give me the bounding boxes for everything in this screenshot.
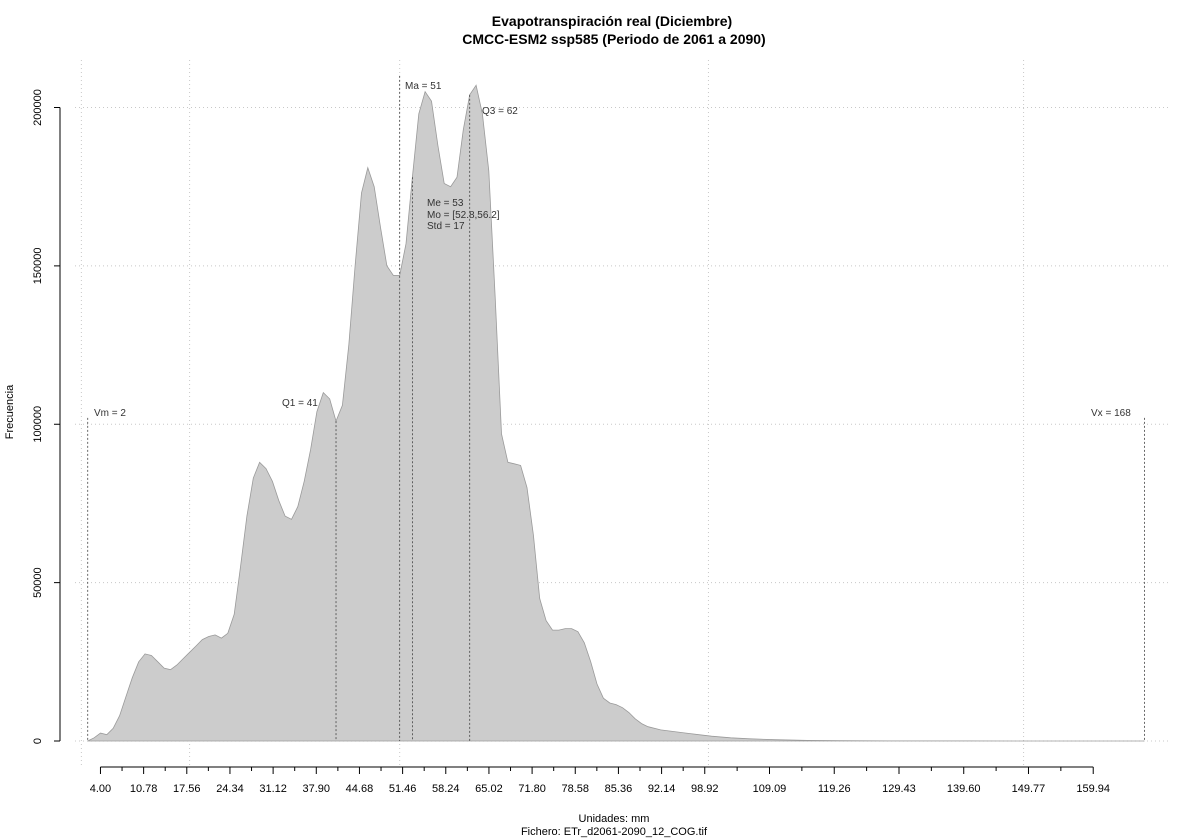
y-tick-label: 50000 — [32, 567, 44, 598]
annotation-vm: Vm = 2 — [94, 408, 126, 419]
x-tick-label: 109.09 — [753, 783, 787, 795]
x-tick-label: 51.46 — [389, 783, 417, 795]
chart-subtitle: CMCC-ESM2 ssp585 (Periodo de 2061 a 2090… — [462, 31, 765, 47]
x-tick-label: 4.00 — [90, 783, 111, 795]
x-tick-label: 129.43 — [882, 783, 916, 795]
annotation-q1: Q1 = 41 — [282, 398, 318, 409]
y-tick-label: 100000 — [32, 406, 44, 443]
annotation-ma: Ma = 51 — [405, 81, 442, 92]
x-tick-label: 44.68 — [346, 783, 374, 795]
y-tick-label: 0 — [32, 738, 44, 744]
y-tick-label: 150000 — [32, 248, 44, 285]
frequency-area — [87, 84, 1145, 742]
x-axis-label: Unidades: mm — [579, 813, 650, 825]
y-tick-label: 200000 — [32, 89, 44, 126]
x-tick-label: 10.78 — [130, 783, 158, 795]
file-caption: Fichero: ETr_d2061-2090_12_COG.tif — [521, 826, 708, 838]
annotation-vx: Vx = 168 — [1091, 408, 1131, 419]
annotation-mo: Mo = [52.8,56.2] — [427, 210, 500, 221]
x-tick-label: 58.24 — [432, 783, 460, 795]
x-tick-label: 78.58 — [561, 783, 589, 795]
x-tick-label: 24.34 — [216, 783, 244, 795]
x-tick-label: 85.36 — [605, 783, 633, 795]
x-tick-label: 139.60 — [947, 783, 981, 795]
annotation-q3: Q3 = 62 — [482, 106, 518, 117]
axes: 0 50000 100000 150000 200000 4.00 10.78 17.56 24… — [32, 89, 1110, 795]
x-tick-label: 159.94 — [1076, 783, 1110, 795]
x-tick-label: 119.26 — [818, 783, 851, 795]
annotation-std: Std = 17 — [427, 221, 465, 232]
x-tick-label: 71.80 — [518, 783, 546, 795]
x-tick-label: 98.92 — [691, 783, 719, 795]
plot-area — [87, 84, 1145, 742]
chart-title: Evapotranspiración real (Diciembre) — [492, 13, 732, 29]
stat-lines — [87, 75, 1145, 741]
x-tick-label: 92.14 — [648, 783, 676, 795]
x-tick-label: 31.12 — [259, 783, 287, 795]
x-tick-label: 149.77 — [1012, 783, 1046, 795]
x-tick-label: 65.02 — [475, 783, 503, 795]
y-axis-label: Frecuencia — [4, 384, 16, 439]
x-tick-label: 37.90 — [303, 783, 331, 795]
x-tick-label: 17.56 — [173, 783, 201, 795]
annotation-me: Me = 53 — [427, 198, 464, 209]
